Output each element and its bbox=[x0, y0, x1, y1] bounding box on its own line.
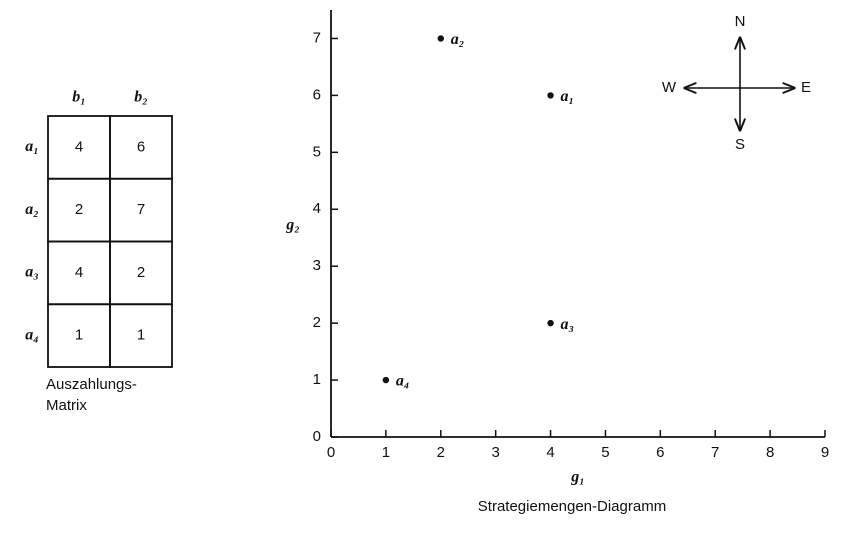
y-tick-label: 3 bbox=[313, 257, 321, 274]
point bbox=[547, 92, 554, 99]
x-tick-label: 4 bbox=[546, 444, 554, 461]
compass bbox=[685, 38, 794, 130]
cell bbox=[109, 303, 173, 368]
col-header: b₂ bbox=[134, 89, 148, 106]
x-tick-label: 2 bbox=[437, 444, 445, 461]
row-header: a₄ bbox=[25, 326, 39, 343]
x-tick-label: 9 bbox=[821, 444, 829, 461]
x-tick-label: 6 bbox=[656, 444, 664, 461]
point-label: a₄ bbox=[396, 373, 410, 390]
y-tick-label: 0 bbox=[313, 428, 321, 445]
cell-value: 4 bbox=[75, 138, 83, 155]
cell-value: 2 bbox=[75, 201, 83, 218]
compass-label: S bbox=[735, 136, 745, 153]
y-tick-label: 4 bbox=[313, 200, 321, 217]
y-axis-label: g₂ bbox=[285, 217, 300, 234]
point bbox=[382, 376, 390, 384]
row-header: a₁ bbox=[25, 138, 39, 155]
x-tick-label: 3 bbox=[491, 444, 499, 461]
x-tick-label: 7 bbox=[711, 444, 719, 461]
row-header: a₃ bbox=[25, 264, 39, 281]
y-tick-label: 6 bbox=[313, 86, 321, 103]
cell-value: 4 bbox=[75, 264, 83, 281]
compass-label: E bbox=[801, 79, 811, 96]
point bbox=[437, 35, 444, 42]
x-tick-label: 5 bbox=[601, 444, 609, 461]
cell-value: 6 bbox=[137, 138, 145, 155]
y-tick-label: 1 bbox=[313, 371, 321, 388]
compass-label: W bbox=[662, 79, 677, 96]
matrix-caption: Auszahlungs- bbox=[46, 376, 137, 393]
x-tick-label: 0 bbox=[327, 444, 335, 461]
row-header: a₂ bbox=[25, 201, 39, 218]
point-label: a₂ bbox=[451, 31, 465, 48]
y-tick-label: 7 bbox=[313, 29, 321, 46]
cell-value: 2 bbox=[137, 264, 145, 281]
matrix-caption: Matrix bbox=[46, 397, 87, 414]
x-tick-label: 8 bbox=[766, 444, 774, 461]
cell-value: 1 bbox=[137, 327, 145, 344]
x-tick-label: 1 bbox=[382, 444, 390, 461]
compass-label: N bbox=[735, 13, 746, 30]
x-axis-label: g₁ bbox=[570, 469, 585, 486]
chart-caption: Strategiemengen-Diagramm bbox=[478, 498, 666, 515]
point bbox=[547, 319, 554, 327]
point-label: a₁ bbox=[561, 88, 575, 105]
cell-value: 7 bbox=[137, 201, 145, 218]
y-tick-label: 5 bbox=[313, 143, 321, 160]
y-tick-label: 2 bbox=[313, 314, 321, 331]
col-header: b₁ bbox=[72, 89, 86, 106]
cell-value: 1 bbox=[75, 327, 83, 344]
point-label: a₃ bbox=[561, 316, 575, 333]
